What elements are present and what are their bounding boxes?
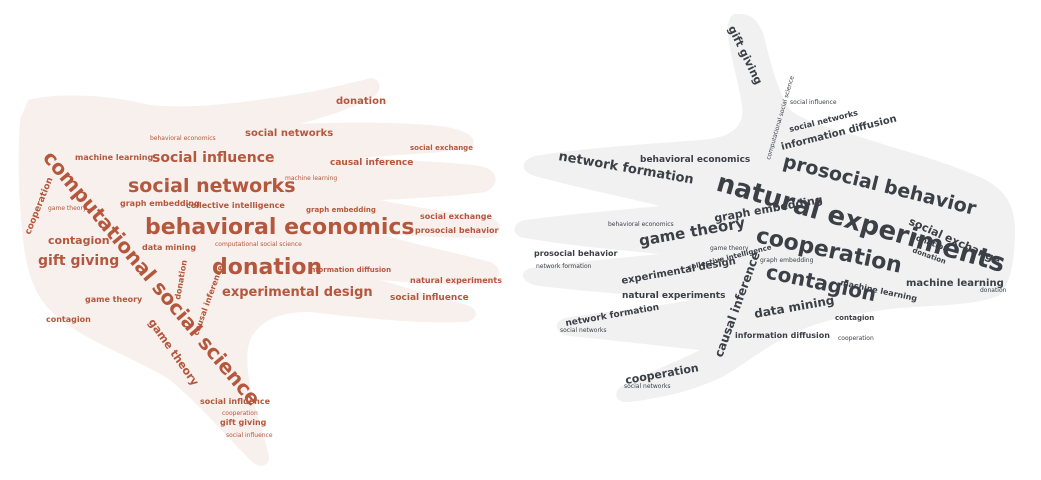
- word-right-31: network formation: [536, 263, 592, 270]
- word-right-9: machine learning: [906, 278, 1004, 289]
- word-left-23: contagion: [46, 315, 91, 324]
- word-right-22: information diffusion: [735, 331, 830, 340]
- word-right-33: cooperation: [838, 335, 874, 342]
- word-left-31: machine learning: [285, 175, 337, 182]
- word-left-29: behavioral economics: [150, 135, 216, 142]
- word-left-3: donation: [212, 255, 322, 280]
- word-right-35: donation: [980, 287, 1007, 294]
- word-right-23: social networks: [624, 383, 671, 390]
- word-left-6: gift giving: [38, 253, 119, 269]
- word-left-21: information diffusion: [308, 266, 391, 274]
- word-left-16: machine learning: [75, 153, 153, 162]
- word-left-34: cooperation: [222, 410, 258, 417]
- word-left-1: behavioral economics: [145, 215, 415, 240]
- word-left-7: contagion: [48, 234, 110, 247]
- word-left-18: social exchange: [420, 212, 493, 221]
- word-left-4: social influence: [152, 150, 275, 166]
- word-left-22: game theory: [85, 295, 143, 304]
- word-left-2: social networks: [128, 175, 296, 197]
- word-left-19: prosocial behavior: [415, 226, 499, 235]
- word-right-19: prosocial behavior: [534, 249, 618, 258]
- word-left-33: game theory: [48, 205, 87, 212]
- word-left-30: computational social science: [215, 241, 302, 248]
- left-hand-shape: [18, 78, 500, 466]
- word-left-12: social influence: [390, 293, 469, 303]
- word-left-35: social influence: [226, 432, 273, 439]
- word-right-29: game theory: [710, 245, 749, 252]
- right-hand-shape: [514, 13, 1015, 403]
- word-left-28: graph embedding: [306, 206, 376, 214]
- word-right-30: social influence: [790, 99, 837, 106]
- word-left-24: social influence: [200, 397, 271, 406]
- word-left-14: graph embedding: [120, 199, 200, 208]
- word-left-10: social networks: [245, 128, 333, 139]
- word-left-25: gift giving: [220, 418, 267, 427]
- word-right-34: graph embedding: [760, 257, 814, 264]
- word-left-5: experimental design: [222, 285, 373, 300]
- word-left-15: causal inference: [330, 158, 413, 168]
- word-left-17: data mining: [142, 243, 196, 252]
- word-left-20: natural experiments: [410, 276, 502, 285]
- word-right-13: natural experiments: [622, 291, 725, 301]
- word-right-25: contagion: [835, 314, 874, 322]
- word-right-7: behavioral economics: [640, 155, 750, 165]
- word-left-11: donation: [336, 96, 386, 107]
- word-right-27: behavioral economics: [608, 221, 674, 228]
- word-left-13: collective intelligence: [186, 201, 285, 210]
- word-right-32: social networks: [560, 327, 607, 334]
- word-left-27: social exchange: [410, 144, 473, 152]
